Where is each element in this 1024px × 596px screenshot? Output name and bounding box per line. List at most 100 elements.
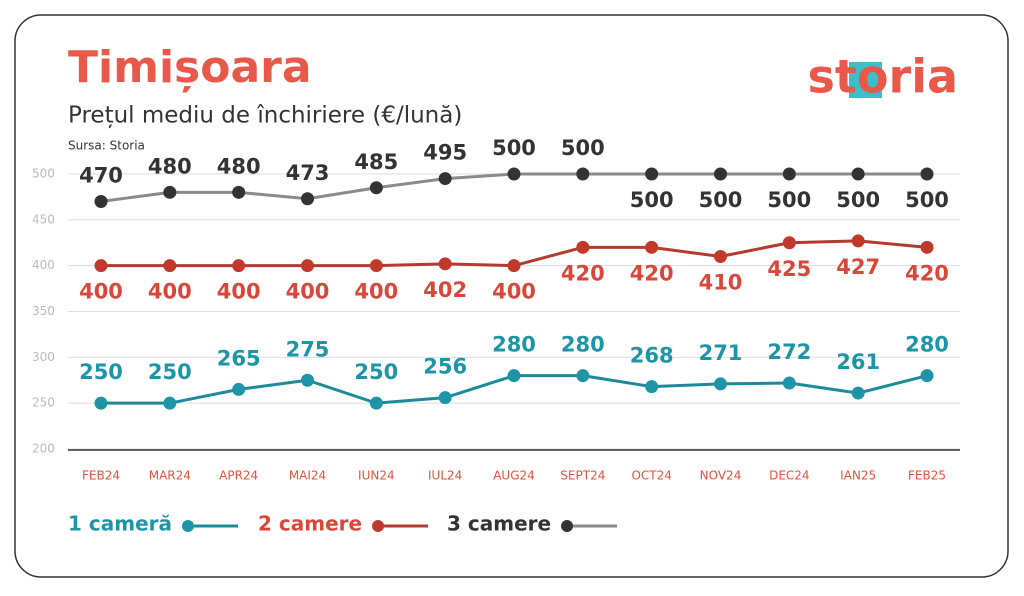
data-point <box>851 167 865 181</box>
data-point <box>301 259 314 273</box>
data-point <box>645 167 659 181</box>
data-point <box>232 185 246 199</box>
data-label: 425 <box>767 257 811 281</box>
x-tick-label: FEB25 <box>908 469 946 483</box>
legend-label: 2 camere <box>258 512 362 536</box>
data-point <box>94 195 108 208</box>
data-point <box>920 369 934 383</box>
data-point <box>163 396 177 410</box>
x-tick-label: IUN24 <box>358 469 395 483</box>
data-point <box>163 259 177 273</box>
legend-label: 3 camere <box>447 512 551 536</box>
y-tick-label: 350 <box>32 304 55 318</box>
y-tick-label: 300 <box>32 350 55 364</box>
legend-label: 1 cameră <box>68 512 172 536</box>
data-label: 480 <box>217 154 261 178</box>
y-tick-label: 500 <box>32 167 55 181</box>
data-point <box>576 369 590 383</box>
data-point <box>301 192 314 206</box>
data-point <box>920 167 934 181</box>
data-label: 402 <box>423 278 467 302</box>
data-label: 275 <box>286 337 330 361</box>
data-point <box>438 257 452 271</box>
chart-subtitle: Prețul mediu de închiriere (€/lună) <box>68 103 462 129</box>
data-label: 500 <box>699 188 743 212</box>
data-point <box>576 240 590 254</box>
data-point <box>851 386 865 400</box>
data-label: 400 <box>354 280 398 304</box>
x-tick-label: MAR24 <box>149 469 191 483</box>
y-tick-label: 450 <box>32 212 55 226</box>
data-label: 500 <box>492 136 536 160</box>
data-point <box>301 373 314 387</box>
data-point <box>782 376 796 390</box>
legend-dot <box>561 520 574 532</box>
data-label: 261 <box>836 350 880 374</box>
x-tick-label: SEPT24 <box>560 469 605 483</box>
data-point <box>576 167 590 181</box>
legend-dot <box>182 520 194 532</box>
data-label: 280 <box>492 333 536 357</box>
data-label: 485 <box>354 150 398 174</box>
x-tick-label: IUL24 <box>428 469 462 483</box>
data-label: 271 <box>699 341 743 365</box>
data-label: 410 <box>699 271 743 295</box>
x-tick-label: DEC24 <box>769 469 809 483</box>
data-label: 500 <box>836 188 880 212</box>
data-point <box>369 396 383 410</box>
brand-logo: storia <box>808 50 958 104</box>
data-point <box>369 181 383 195</box>
data-label: 280 <box>561 333 605 357</box>
data-label: 400 <box>492 280 536 304</box>
data-point <box>369 259 383 273</box>
data-label: 256 <box>423 355 467 379</box>
y-tick-label: 200 <box>32 442 55 456</box>
data-label: 400 <box>79 280 123 304</box>
chart-title: Timișoara <box>68 42 312 93</box>
x-tick-label: AUG24 <box>493 469 535 483</box>
logo-square <box>849 62 882 98</box>
x-tick-label: APR24 <box>219 469 258 483</box>
data-point <box>232 382 246 396</box>
data-label: 420 <box>630 261 674 285</box>
data-point <box>232 259 246 273</box>
x-tick-label: IAN25 <box>840 469 876 483</box>
x-tick-label: MAI24 <box>289 469 326 483</box>
data-point <box>94 396 108 410</box>
data-label: 272 <box>767 340 811 364</box>
card-border <box>14 14 1009 578</box>
x-tick-label: NOV24 <box>700 469 742 483</box>
legend-dot <box>372 520 385 532</box>
data-label: 500 <box>767 188 811 212</box>
data-label: 400 <box>217 280 261 304</box>
data-label: 473 <box>286 161 330 185</box>
data-point <box>714 167 727 181</box>
x-tick-label: FEB24 <box>82 469 120 483</box>
data-label: 495 <box>423 141 467 165</box>
data-label: 400 <box>148 280 192 304</box>
data-label: 420 <box>905 261 949 285</box>
data-point <box>714 250 727 263</box>
data-label: 427 <box>836 255 880 279</box>
data-label: 265 <box>217 346 261 370</box>
data-label: 500 <box>905 188 949 212</box>
data-label: 470 <box>79 164 123 188</box>
data-point <box>920 240 934 254</box>
data-label: 250 <box>148 360 192 384</box>
data-point <box>94 259 108 273</box>
data-point <box>163 185 177 199</box>
data-label: 280 <box>905 333 949 357</box>
data-label: 250 <box>354 360 398 384</box>
data-label: 268 <box>630 344 674 368</box>
data-label: 480 <box>148 154 192 178</box>
data-point <box>507 167 521 181</box>
data-label: 420 <box>561 261 605 285</box>
data-label: 250 <box>79 360 123 384</box>
y-tick-label: 250 <box>32 396 55 410</box>
data-label: 400 <box>286 280 330 304</box>
data-point <box>782 167 796 181</box>
data-point <box>438 391 452 405</box>
x-tick-label: OCT24 <box>631 469 671 483</box>
data-point <box>782 236 796 250</box>
